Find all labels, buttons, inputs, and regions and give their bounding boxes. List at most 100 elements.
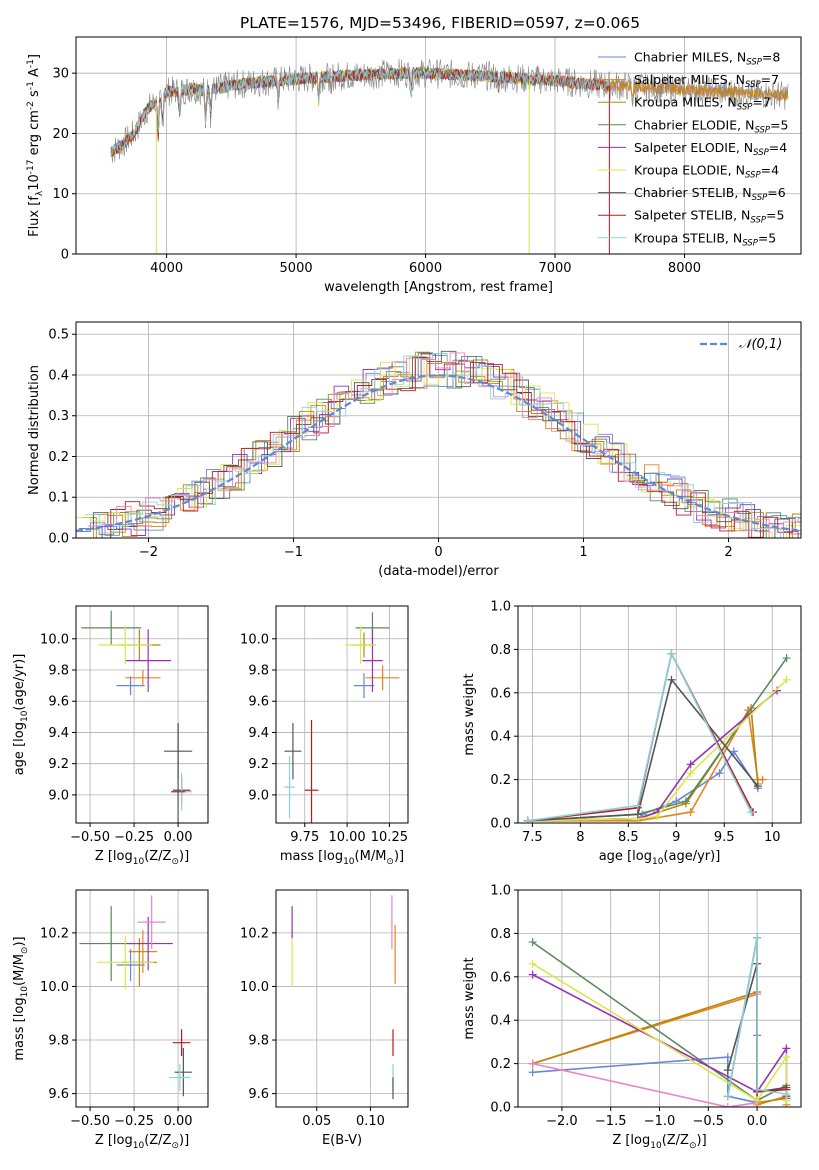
residual-histogram: [84, 353, 801, 538]
label-fragment: (M/M: [12, 954, 27, 986]
label-fragment: -1: [26, 81, 36, 90]
x-tick-label: −0.50: [70, 1114, 110, 1129]
weight-marker: [782, 675, 791, 684]
label-fragment: λ: [35, 190, 45, 196]
label-fragment: (data-model)/error: [378, 564, 499, 579]
label-fragment: ⊙: [171, 1141, 179, 1151]
label-fragment: Flux [f: [27, 196, 42, 237]
gaussian-legend-label: 𝒩(0,1): [739, 337, 782, 352]
x-tick-label: −1.5: [595, 1114, 627, 1129]
legend-subscript: SSP: [737, 103, 753, 113]
y-tick-label: 0.0: [490, 1101, 511, 1116]
y-axis-label: Normed distribution: [27, 365, 42, 495]
label-fragment: Z [log: [95, 849, 133, 864]
x-tick-label: 0.0: [747, 1114, 768, 1129]
label-fragment: -2: [26, 101, 36, 110]
model-spectrum: [110, 66, 610, 156]
plot-area: [523, 649, 791, 823]
weight-marker: [723, 1092, 732, 1101]
y-tick-label: 0.4: [48, 368, 69, 383]
weight-marker: [653, 812, 662, 821]
y-tick-label: 0.4: [490, 1014, 511, 1029]
y-tick-label: 10.0: [40, 632, 69, 647]
x-tick-label: 2: [724, 545, 732, 560]
weight-marker: [686, 769, 695, 778]
y-tick-label: 9.4: [48, 726, 69, 741]
y-tick-label: 0.2: [48, 450, 69, 465]
x-tick-label: −1.0: [644, 1114, 676, 1129]
label-fragment: 10: [133, 857, 145, 867]
y-tick-label: 0.5: [48, 328, 69, 343]
x-tick-label: 9.5: [714, 830, 735, 845]
legend-subscript: SSP: [752, 193, 768, 203]
legend-count: =6: [767, 185, 785, 200]
weight-marker: [528, 1059, 537, 1068]
x-tick-label: 6000: [409, 261, 442, 276]
label-fragment: ]: [27, 54, 42, 59]
axes-frame: [75, 889, 209, 1108]
x-tick-label: 10.25: [371, 830, 408, 845]
residual-histogram: [78, 362, 801, 538]
axes-frame: [75, 605, 209, 824]
axes-frame: [275, 889, 409, 1108]
axes-mass_vs_EBV: 0.05 0.10 9.6 9.8 10.0 10.2 E(B-V): [240, 889, 409, 1148]
legend-subscript: SSP: [745, 171, 761, 181]
x-tick-label: 9: [672, 830, 680, 845]
label-fragment: Normed distribution: [27, 365, 42, 495]
label-fragment: erg cm: [27, 110, 42, 159]
legend-label: Chabrier STELIB, NSSP=6: [634, 185, 786, 203]
legend-subscript: SSP: [754, 125, 770, 135]
legend-label: Kroupa STELIB, NSSP=5: [634, 230, 776, 248]
label-fragment: mass weight: [462, 957, 477, 1039]
y-tick-label: 9.6: [248, 1087, 269, 1102]
label-fragment: 10: [20, 986, 30, 998]
y-tick-label: 9.8: [48, 1034, 69, 1049]
y-tick-label: 0: [61, 248, 69, 263]
axes-frame: [275, 605, 409, 824]
plot-area: [79, 895, 193, 1097]
y-tick-label: 0.2: [490, 1057, 511, 1072]
y-tick-label: 1.0: [490, 600, 511, 615]
legend-count: =4: [769, 140, 787, 155]
legend-label: Chabrier MILES, NSSP=8: [634, 50, 780, 68]
weight-line: [527, 678, 759, 822]
weight-marker: [753, 933, 762, 942]
legend-count: =5: [770, 117, 788, 132]
weight-marker: [686, 760, 695, 769]
spectrum-legend: Chabrier MILES, NSSP=8 Salpeter MILES, NS…: [598, 50, 789, 248]
weight-marker: [528, 938, 537, 947]
x-axis-label: Z [log10(Z/Z⊙)]: [95, 1133, 189, 1151]
y-tick-label: 10.2: [40, 926, 69, 941]
x-tick-label: −1: [284, 545, 303, 560]
y-tick-label: 0.6: [490, 970, 511, 985]
label-fragment: 10: [650, 1141, 662, 1151]
legend-count: =7: [761, 72, 779, 87]
x-tick-label: 4000: [150, 261, 183, 276]
x-tick-label: −0.50: [70, 830, 110, 845]
residual-histogram: [87, 353, 801, 538]
y-tick-label: 9.6: [48, 1087, 69, 1102]
residual-histogram: [81, 351, 801, 538]
x-tick-label: 0.10: [356, 1114, 385, 1129]
y-tick-label: 20: [52, 127, 69, 142]
y-tick-label: 0.8: [490, 643, 511, 658]
label-fragment: E(B-V): [322, 1133, 362, 1148]
x-tick-label: 8.5: [618, 830, 639, 845]
weight-marker: [758, 775, 767, 784]
x-axis-label: Z [log10(Z/Z⊙)]: [95, 849, 189, 867]
weight-marker: [729, 747, 738, 756]
residual-histogram: [76, 356, 801, 538]
y-axis-label: age [log10(age/yr)]: [12, 654, 30, 776]
legend-subscript: SSP: [753, 148, 769, 158]
legend-label: Kroupa ELODIE, NSSP=4: [634, 163, 779, 181]
x-axis-label: age [log10(age/yr)]: [599, 849, 721, 867]
y-tick-label: 0.8: [490, 927, 511, 942]
legend-count: =5: [758, 230, 776, 245]
plot-area: [110, 58, 789, 254]
y-tick-label: 9.6: [248, 695, 269, 710]
weight-line: [527, 705, 759, 822]
axes-residuals: −2 −1 0 1 2 0.0 0.1 0.2 0.3 0.4 0.5 (data-model)/er…: [27, 321, 802, 579]
weight-line: [527, 679, 788, 822]
